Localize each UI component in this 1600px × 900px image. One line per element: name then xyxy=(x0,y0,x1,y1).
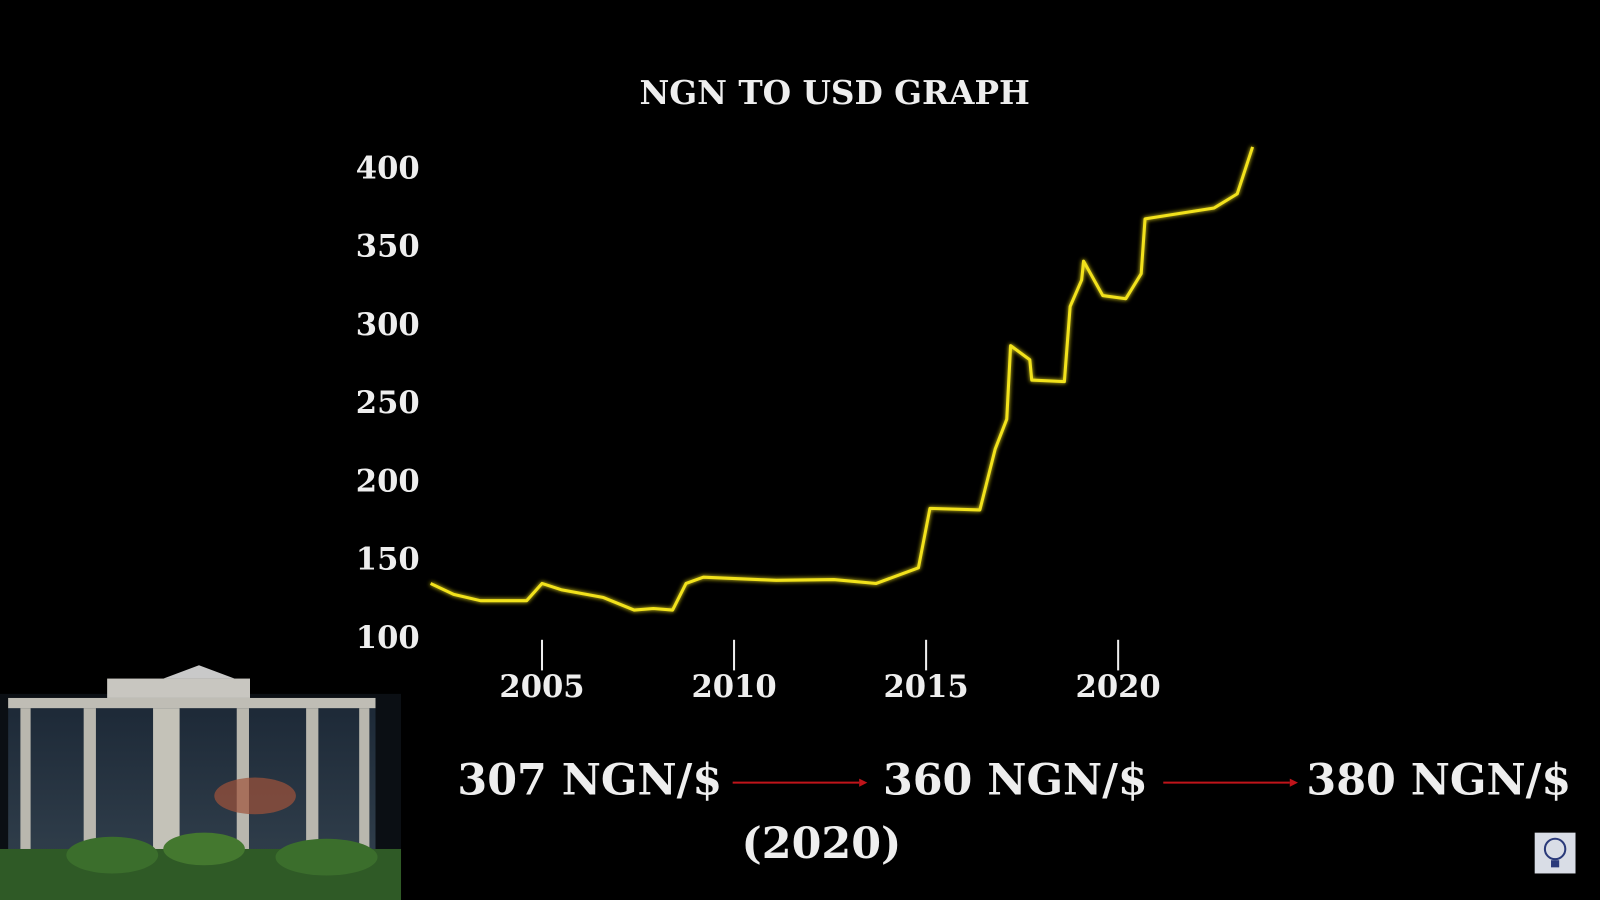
x-tick-label: 2020 xyxy=(1076,669,1161,705)
y-tick-label: 100 xyxy=(356,620,420,656)
annotation: 360 NGN/$ xyxy=(883,756,1148,806)
annotation: (2020) xyxy=(742,819,902,869)
chart-title: NGN TO USD GRAPH xyxy=(639,73,1029,112)
y-tick-label: 400 xyxy=(356,150,420,186)
annotations: 307 NGN/$ 360 NGN/$ 380 NGN/$ (2020) xyxy=(457,756,1571,869)
arrow-head xyxy=(859,778,868,787)
x-tick-label: 2005 xyxy=(499,669,584,705)
x-tick-label: 2015 xyxy=(883,669,968,705)
y-tick-label: 250 xyxy=(356,385,420,421)
x-tick-label: 2010 xyxy=(691,669,776,705)
data-line xyxy=(429,146,1255,612)
arrow-head xyxy=(1289,778,1298,787)
y-tick-label: 200 xyxy=(356,463,420,499)
building-photo xyxy=(0,665,402,900)
y-tick-label: 150 xyxy=(356,542,420,578)
y-tick-label: 300 xyxy=(356,307,420,343)
annotation: 307 NGN/$ xyxy=(457,756,722,806)
annotation: 380 NGN/$ xyxy=(1306,756,1571,806)
logo xyxy=(1534,832,1576,874)
y-tick-label: 350 xyxy=(356,229,420,265)
